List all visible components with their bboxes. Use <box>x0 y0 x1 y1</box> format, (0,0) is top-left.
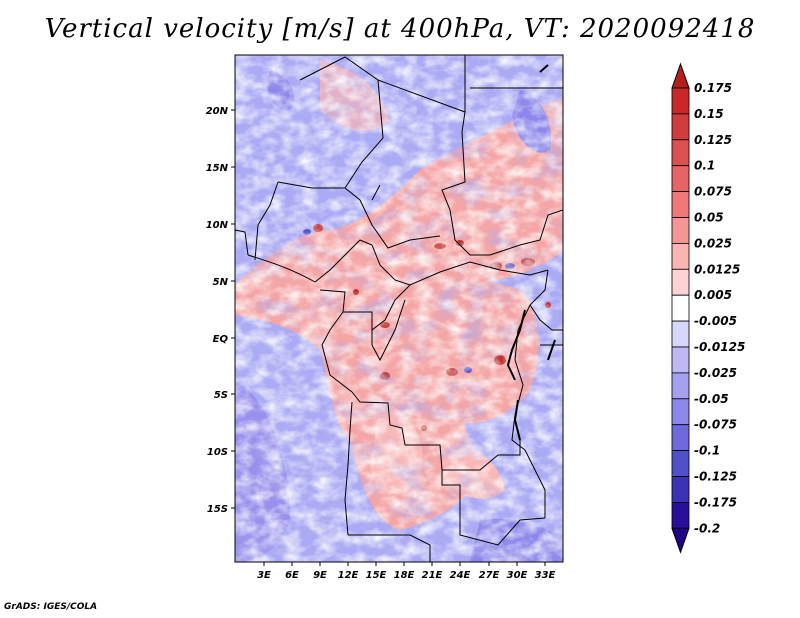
lon-label: 30E <box>507 570 528 581</box>
lat-label: 5S <box>214 390 228 401</box>
velocity-field <box>235 55 563 562</box>
lat-label: 15S <box>207 504 228 515</box>
lon-label: 9E <box>313 570 327 581</box>
colorbar-label: -0.05 <box>694 392 729 406</box>
colorbar-label: 0.1 <box>694 159 715 173</box>
colorbar-label: -0.075 <box>694 418 737 432</box>
lon-label: 21E <box>422 570 443 581</box>
colorbar-swatch <box>671 113 690 141</box>
colorbar-label: -0.1 <box>694 444 720 458</box>
colorbar-swatch <box>671 242 690 270</box>
colorbar-max-arrow <box>671 62 690 89</box>
colorbar-label: -0.125 <box>694 470 737 484</box>
lat-label: 15N <box>206 163 229 174</box>
longitude-axis: 3E 6E 9E 12E 15E 18E 21E 24E 27E 30E 33E <box>257 562 556 581</box>
colorbar-label: 0.025 <box>694 236 732 250</box>
colorbar-label: -0.025 <box>694 366 737 380</box>
colorbar-label: 0.05 <box>694 211 724 225</box>
lon-label: 12E <box>338 570 359 581</box>
colorbar-label: -0.005 <box>694 314 737 328</box>
chart-title: Vertical velocity [m/s] at 400hPa, VT: 2… <box>44 14 756 44</box>
lat-label: 20N <box>206 106 229 117</box>
colorbar-swatch <box>671 217 690 244</box>
colorbar-label: 0.15 <box>694 107 724 121</box>
grads-credit: GrADS: IGES/COLA <box>4 602 98 612</box>
colorbar-swatch <box>671 268 690 296</box>
colorbar-label: -0.175 <box>694 495 737 509</box>
colorbar-label: 0.175 <box>694 81 732 95</box>
colorbar-swatch <box>671 501 690 529</box>
colorbar-swatch <box>671 191 690 218</box>
lon-label: 15E <box>366 570 387 581</box>
lon-label: 27E <box>479 570 500 581</box>
colorbar: 0.175 0.15 0.125 0.1 0.075 0.05 0.025 0.0125 0.0… <box>671 62 745 554</box>
lon-label: 3E <box>257 570 271 581</box>
lat-label: EQ <box>213 334 229 345</box>
colorbar-label: 0.0125 <box>694 262 740 276</box>
colorbar-label: 0.125 <box>694 133 732 147</box>
colorbar-label: -0.2 <box>694 521 720 535</box>
colorbar-label: -0.0125 <box>694 340 745 354</box>
colorbar-swatch <box>671 450 690 477</box>
lon-label: 24E <box>450 570 471 581</box>
colorbar-swatch <box>671 346 690 374</box>
colorbar-swatch <box>671 87 690 115</box>
colorbar-label: 0.005 <box>694 288 732 302</box>
colorbar-swatch <box>671 372 690 400</box>
colorbar-swatch <box>671 165 690 192</box>
lat-label: 10N <box>206 220 229 231</box>
latitude-axis: 20N 15N 10N 5N EQ 5S 10S 15S <box>206 106 235 515</box>
lon-label: 33E <box>535 570 556 581</box>
colorbar-swatch <box>671 476 690 503</box>
lat-label: 5N <box>213 277 229 288</box>
lon-label: 18E <box>394 570 415 581</box>
colorbar-swatch <box>671 294 690 322</box>
lon-label: 6E <box>285 570 299 581</box>
colorbar-swatch <box>671 398 690 426</box>
colorbar-swatch <box>671 424 690 452</box>
colorbar-swatch <box>671 139 690 167</box>
lat-label: 10S <box>207 447 228 458</box>
colorbar-swatch <box>671 320 690 348</box>
colorbar-min-arrow <box>671 527 690 554</box>
colorbar-label: 0.075 <box>694 185 732 199</box>
